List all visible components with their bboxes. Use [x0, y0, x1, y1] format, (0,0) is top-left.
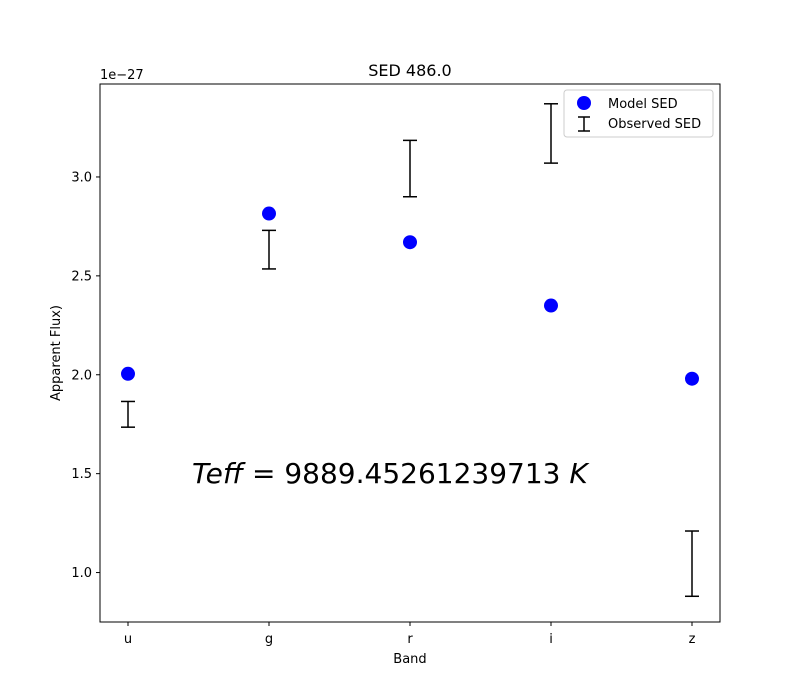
observed-errorbar: [121, 400, 135, 428]
model-sed-point: [262, 206, 276, 221]
x-tick-label: u: [124, 632, 132, 647]
legend-model-label: Model SED: [608, 97, 678, 112]
legend-box: [563, 89, 714, 138]
observed-errorbar: [403, 139, 417, 198]
x-axis-label: Band: [393, 652, 426, 667]
y-offset-text: 1e−27: [100, 68, 144, 83]
y-tick-label: 2.0: [71, 368, 92, 383]
y-tick-label: 1.5: [71, 467, 92, 482]
legend-observed-marker: [578, 116, 590, 132]
teff-space: [560, 457, 569, 490]
x-tick-label: z: [689, 632, 696, 647]
observed-errorbar: [262, 229, 276, 270]
model-sed-point: [685, 371, 699, 386]
observed-sed-series: [121, 103, 699, 598]
model-sed-point: [121, 366, 135, 381]
y-tick-label: 3.0: [71, 170, 92, 185]
legend-observed-label: Observed SED: [608, 117, 701, 132]
model-sed-point: [403, 235, 417, 250]
chart-title: SED 486.0: [368, 61, 451, 80]
teff-equals: =: [243, 457, 284, 490]
x-tick-label: i: [549, 632, 553, 647]
x-tick-label: g: [265, 632, 273, 647]
teff-symbol: Teff: [192, 457, 246, 490]
x-tick-label: r: [407, 632, 413, 647]
model-sed-point: [544, 298, 558, 313]
teff-value: 9889.45261239713: [284, 457, 560, 490]
y-tick-label: 1.0: [71, 566, 92, 581]
y-tick-label: 2.5: [71, 269, 92, 284]
observed-errorbar: [544, 103, 558, 164]
y-axis-label: Apparent Flux): [49, 305, 64, 401]
legend-model-marker: [577, 96, 591, 110]
legend: Model SED Observed SED: [563, 89, 714, 138]
model-sed-series: [121, 206, 699, 386]
observed-errorbar: [685, 530, 699, 598]
teff-annotation: Teff = 9889.45261239713 K: [192, 457, 590, 490]
y-axis: 1.0 1.5 2.0 2.5 3.0: [71, 170, 100, 581]
teff-unit: K: [569, 457, 590, 490]
